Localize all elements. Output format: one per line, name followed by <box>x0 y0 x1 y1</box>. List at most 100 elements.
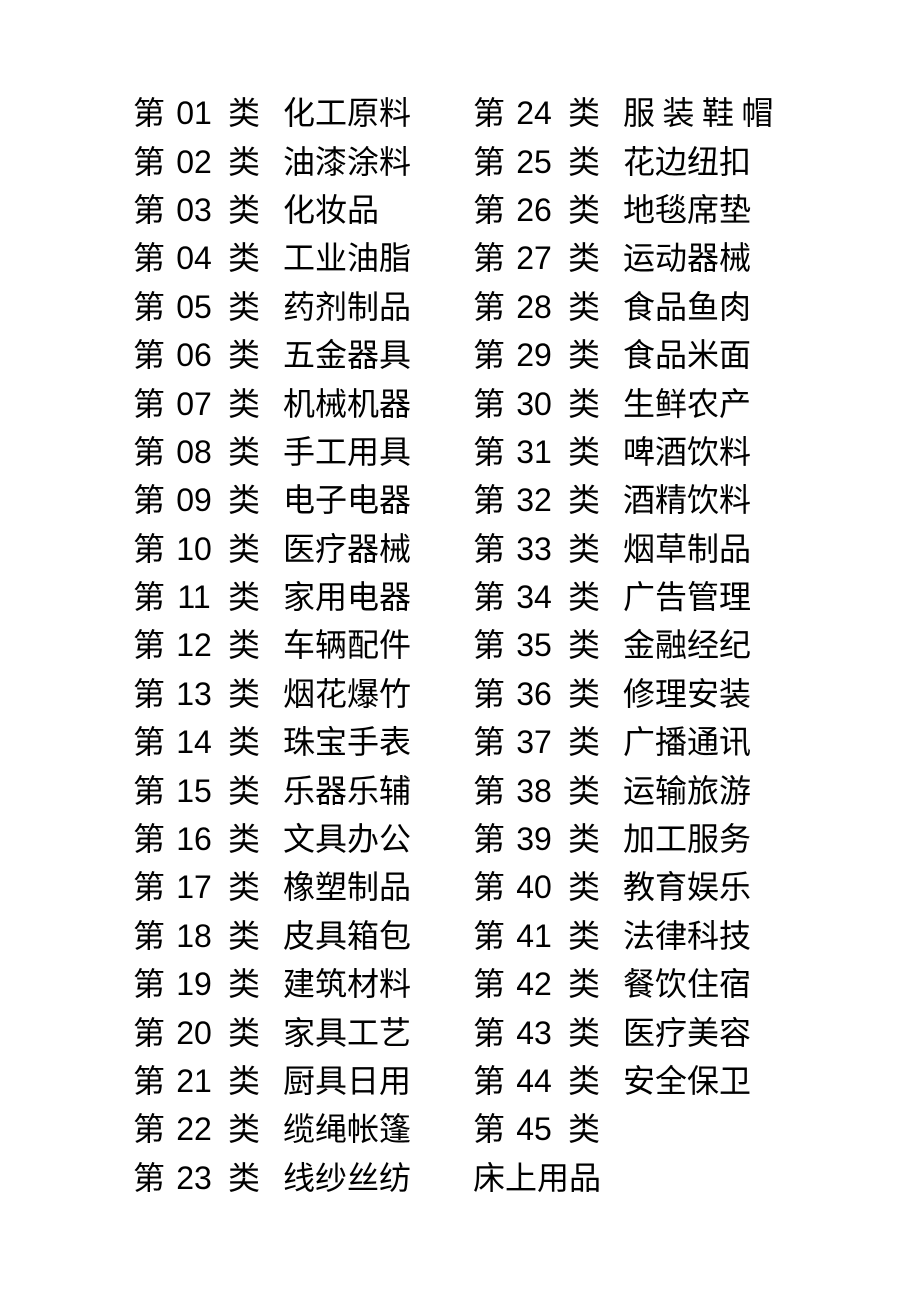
class-suffix-label: 类 <box>568 288 601 325</box>
class-prefix-label: 第 <box>473 724 506 761</box>
class-suffix-label: 类 <box>568 385 601 422</box>
class-number: 15 <box>176 772 212 809</box>
class-row: 第 08 类 手工用具 <box>133 428 411 476</box>
class-suffix-label: 类 <box>228 240 261 277</box>
class-name: 金融经纪 <box>623 627 752 664</box>
class-prefix-label: 第 <box>473 821 506 858</box>
class-prefix-label: 第 <box>133 966 166 1003</box>
class-prefix-label: 第 <box>133 191 166 228</box>
class-name: 教育娱乐 <box>623 869 752 906</box>
class-name: 啤酒饮料 <box>623 433 752 470</box>
class-name: 珠宝手表 <box>283 724 412 761</box>
class-number: 33 <box>516 530 552 567</box>
class-prefix-label: 第 <box>473 1111 506 1148</box>
class-suffix-label: 类 <box>568 143 601 180</box>
class-number: 02 <box>176 143 212 180</box>
class-suffix-label: 类 <box>228 1063 261 1099</box>
class-number: 22 <box>176 1111 212 1148</box>
class-row: 第 42 类 餐饮住宿 <box>473 960 781 1008</box>
class-number: 01 <box>176 95 212 132</box>
class-number: 30 <box>516 385 552 422</box>
class-name: 手工用具 <box>283 433 412 470</box>
class-prefix-label: 第 <box>133 95 166 132</box>
class-row: 第 31 类 啤酒饮料 <box>473 428 781 476</box>
class-name: 皮具箱包 <box>283 917 412 954</box>
class-row: 第 04 类 工业油脂 <box>133 234 411 282</box>
class-suffix-label: 类 <box>228 530 261 567</box>
class-suffix-label: 类 <box>568 1063 601 1099</box>
class-row: 第 43 类 医疗美容 <box>473 1008 781 1056</box>
class-suffix-label: 类 <box>568 675 601 712</box>
class-suffix-label: 类 <box>228 95 261 132</box>
class-name: 地毯席垫 <box>623 191 752 228</box>
class-name: 烟花爆竹 <box>283 675 412 712</box>
class-suffix-label: 类 <box>568 772 601 809</box>
class-prefix-label: 第 <box>133 1063 166 1099</box>
class-suffix-label: 类 <box>568 1014 601 1051</box>
class-name: 食品米面 <box>623 337 752 374</box>
class-prefix-label: 第 <box>133 337 166 374</box>
class-name: 广告管理 <box>623 579 752 616</box>
class-number: 10 <box>176 530 212 567</box>
class-suffix-label: 类 <box>228 1014 261 1051</box>
class-number: 39 <box>516 821 552 858</box>
class-number: 14 <box>176 724 212 761</box>
class-number: 17 <box>176 869 212 906</box>
class-suffix-label: 类 <box>568 917 601 954</box>
class-name: 广播通讯 <box>623 724 752 761</box>
class-name: 工业油脂 <box>283 240 412 277</box>
class-name: 五金器具 <box>283 337 412 374</box>
class-prefix-label: 第 <box>473 385 506 422</box>
class-suffix-label: 类 <box>568 966 601 1003</box>
class-suffix-label: 类 <box>228 143 261 180</box>
class-number: 11 <box>177 579 211 616</box>
class-row: 第 06 类 五金器具 <box>133 331 411 379</box>
class-number: 34 <box>516 579 552 616</box>
class-prefix-label: 第 <box>133 433 166 470</box>
class-number: 37 <box>516 724 552 761</box>
class-number: 31 <box>516 433 552 470</box>
class-name: 车辆配件 <box>283 627 412 664</box>
class-prefix-label: 第 <box>133 1014 166 1051</box>
class-row: 第 07 类 机械机器 <box>133 379 411 427</box>
class-name: 化工原料 <box>283 95 412 132</box>
class-name: 烟草制品 <box>623 530 752 567</box>
class-prefix-label: 第 <box>133 385 166 422</box>
class-number: 28 <box>516 288 552 325</box>
class-suffix-label: 类 <box>228 1111 261 1148</box>
class-row: 第 21 类 厨具日用 <box>133 1057 411 1105</box>
class-row: 第 45 类 <box>473 1105 781 1153</box>
class-suffix-label: 类 <box>568 482 601 519</box>
class-row: 第 01 类 化工原料 <box>133 89 411 137</box>
class-name: 床上用品 <box>473 1159 602 1196</box>
class-prefix-label: 第 <box>133 1111 166 1148</box>
class-row: 第 27 类 运动器械 <box>473 234 781 282</box>
class-suffix-label: 类 <box>568 579 601 616</box>
class-row: 第 22 类 缆绳帐篷 <box>133 1105 411 1153</box>
class-number: 16 <box>176 821 212 858</box>
class-prefix-label: 第 <box>473 191 506 228</box>
class-name: 医疗器械 <box>283 530 412 567</box>
class-suffix-label: 类 <box>228 821 261 858</box>
class-row: 第 39 类 加工服务 <box>473 815 781 863</box>
class-row: 第 24 类 服装鞋帽 <box>473 89 781 137</box>
class-number: 41 <box>516 917 552 954</box>
class-number: 36 <box>516 675 552 712</box>
class-prefix-label: 第 <box>473 1014 506 1051</box>
class-suffix-label: 类 <box>568 627 601 664</box>
class-number: 08 <box>176 433 212 470</box>
class-number: 12 <box>176 627 212 664</box>
class-prefix-label: 第 <box>473 627 506 664</box>
class-prefix-label: 第 <box>473 869 506 906</box>
class-prefix-label: 第 <box>473 240 506 277</box>
class-name: 家具工艺 <box>283 1014 412 1051</box>
class-prefix-label: 第 <box>473 288 506 325</box>
class-number: 05 <box>176 288 212 325</box>
class-prefix-label: 第 <box>133 821 166 858</box>
class-row: 第 09 类 电子电器 <box>133 476 411 524</box>
class-row: 第 17 类 橡塑制品 <box>133 863 411 911</box>
class-suffix-label: 类 <box>228 966 261 1003</box>
class-suffix-label: 类 <box>568 95 601 132</box>
class-number: 19 <box>176 966 212 1003</box>
